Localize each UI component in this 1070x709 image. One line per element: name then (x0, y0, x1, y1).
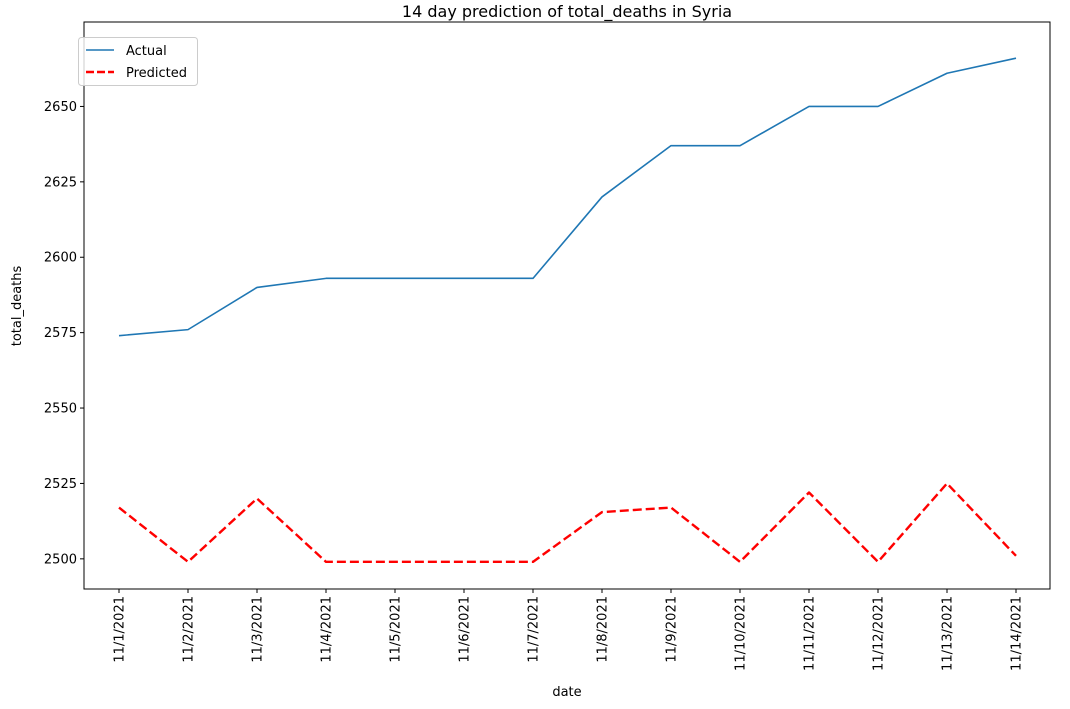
x-tick-label: 11/10/2021 (734, 596, 749, 671)
legend: Actual Predicted (78, 37, 198, 86)
x-tick-label: 11/7/2021 (527, 596, 542, 663)
legend-label-predicted: Predicted (126, 66, 187, 81)
y-axis-label: total_deaths (10, 266, 25, 347)
x-axis-label: date (552, 685, 581, 700)
x-tick-label: 11/5/2021 (389, 596, 404, 663)
x-tick-label: 11/14/2021 (1010, 596, 1025, 671)
y-tick-label: 2525 (44, 477, 77, 492)
chart-title: 14 day prediction of total_deaths in Syr… (402, 2, 732, 22)
x-tick-label: 11/8/2021 (596, 596, 611, 663)
series-line-actual (118, 57, 1017, 337)
x-tick-label: 11/13/2021 (941, 596, 956, 671)
series-layer (118, 57, 1017, 564)
y-tick-label: 2600 (44, 251, 77, 266)
x-tick-label: 11/11/2021 (803, 596, 818, 671)
plot-frame (83, 21, 1051, 590)
axes-layer: 2500 2525 2550 2575 2600 2625 2650 11/1/2021 11/… (44, 100, 1025, 671)
y-tick-label: 2550 (44, 402, 77, 417)
x-tick-label: 11/4/2021 (320, 596, 335, 663)
x-tick-label: 11/2/2021 (182, 596, 197, 663)
x-tick-label: 11/12/2021 (872, 596, 887, 671)
x-tick-label: 11/9/2021 (665, 596, 680, 663)
plot-area (84, 22, 1050, 589)
y-tick-label: 2625 (44, 175, 77, 190)
x-tick-label: 11/3/2021 (251, 596, 266, 663)
x-tick-label: 11/6/2021 (458, 596, 473, 663)
series-line-predicted (118, 482, 1017, 564)
legend-label-actual: Actual (126, 44, 167, 59)
x-tick-label: 11/1/2021 (113, 596, 128, 663)
y-tick-label: 2500 (44, 552, 77, 567)
y-tick-label: 2650 (44, 100, 77, 115)
y-tick-label: 2575 (44, 326, 77, 341)
